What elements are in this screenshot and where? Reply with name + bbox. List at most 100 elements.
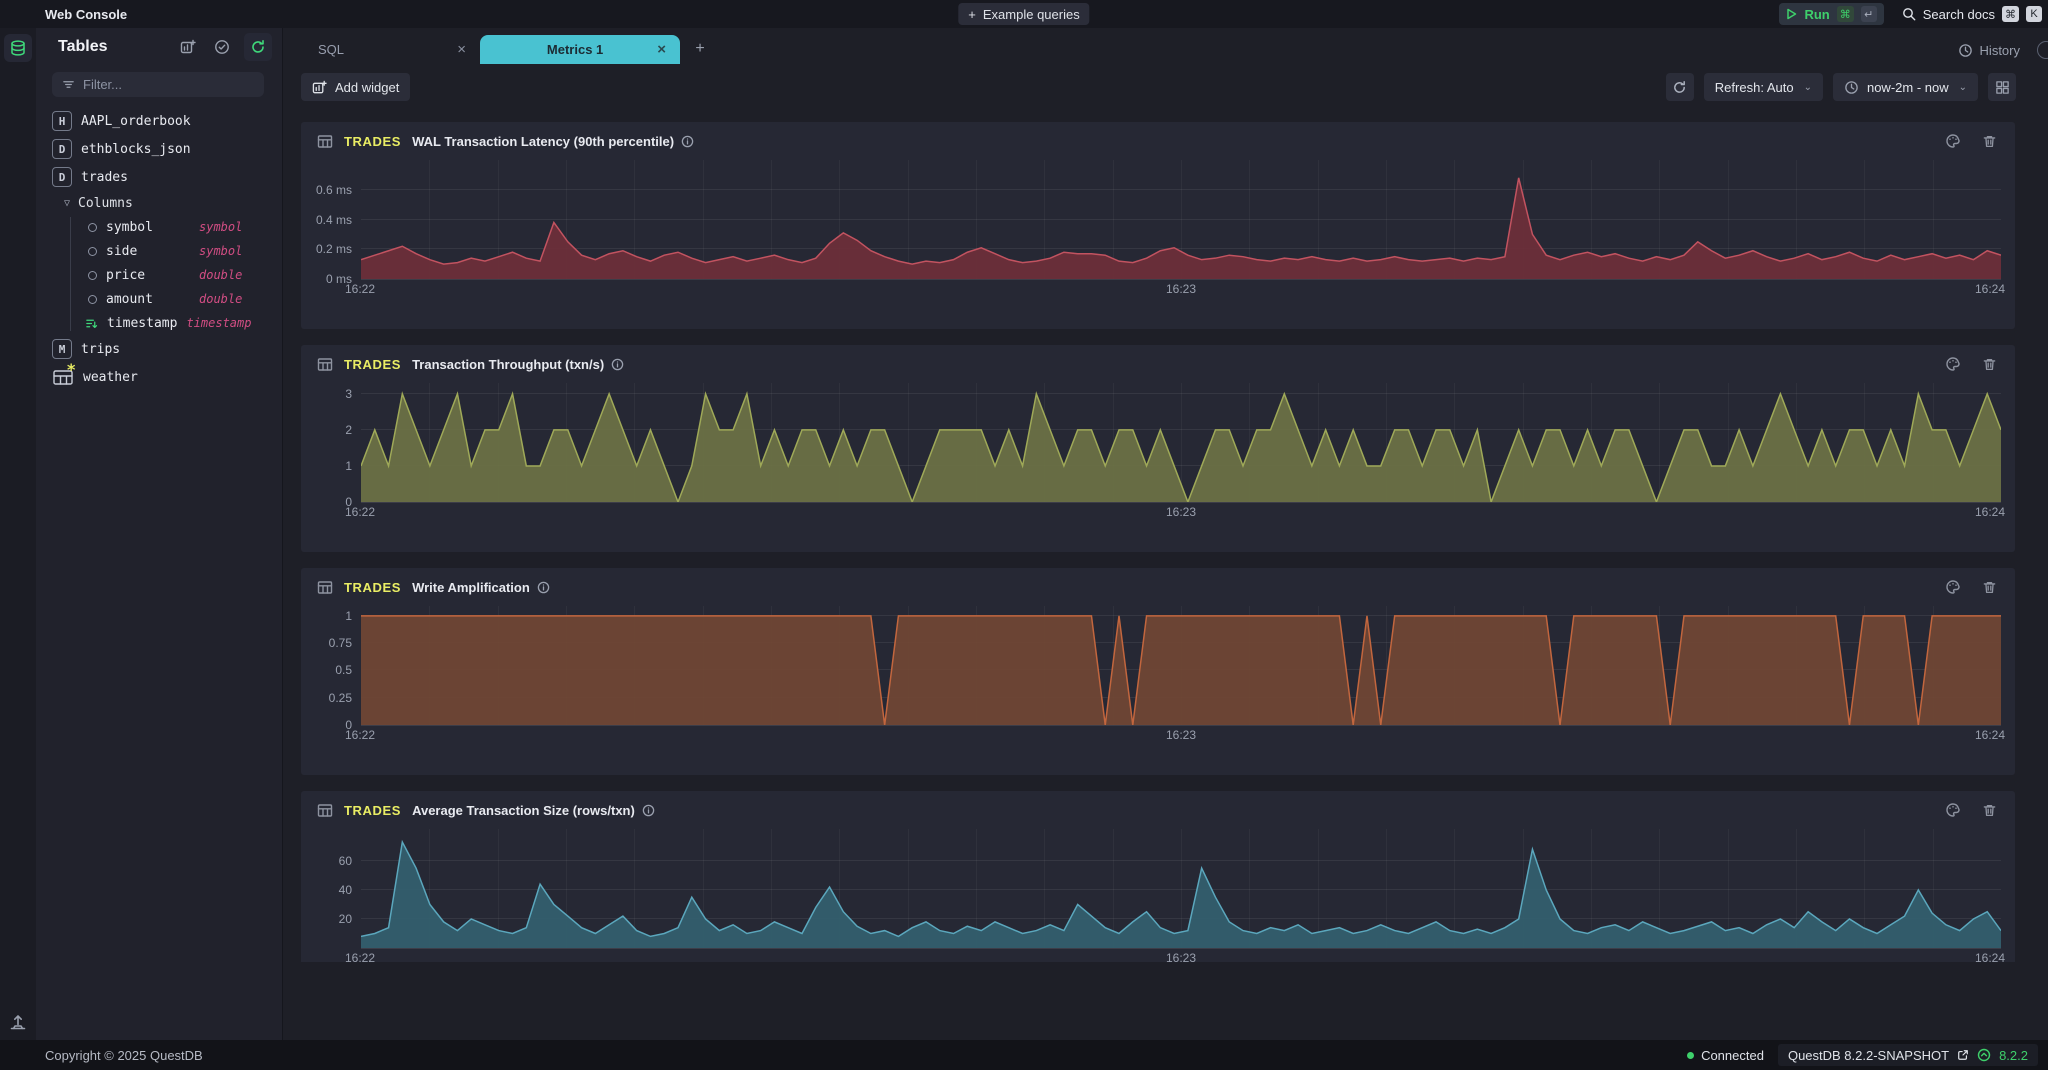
- table-name: ethblocks_json: [81, 141, 191, 157]
- column-row-price[interactable]: price double: [36, 263, 282, 287]
- new-tab-button[interactable]: +: [695, 40, 705, 57]
- chart-x-labels: 16:22 16:23 16:24: [345, 505, 2005, 521]
- add-metrics-icon[interactable]: [176, 35, 200, 59]
- chart-plot[interactable]: 0 0.25 0.5 0.75 1: [329, 606, 2001, 732]
- tables-heading: Tables: [58, 38, 108, 55]
- y-tick-label: 3: [345, 386, 352, 401]
- delete-widget-icon[interactable]: [1979, 131, 1999, 151]
- database-icon[interactable]: [4, 34, 32, 62]
- time-range-dropdown[interactable]: now-2m - now ⌄: [1832, 73, 1978, 101]
- connection-status: Connected: [1687, 1048, 1764, 1063]
- columns-toggle[interactable]: ▽ Columns: [36, 191, 282, 215]
- delete-widget-icon[interactable]: [1979, 577, 1999, 597]
- area-chart: [361, 606, 2001, 725]
- layout-grid-button[interactable]: [1988, 73, 2016, 101]
- column-type: symbol: [199, 244, 243, 258]
- run-button[interactable]: Run ⌘ ↵: [1779, 3, 1884, 25]
- table-grid-icon: [317, 803, 333, 818]
- delete-widget-icon[interactable]: [1979, 800, 1999, 820]
- filter-input[interactable]: [83, 77, 254, 92]
- x-tick-label: 16:23: [1165, 505, 1197, 519]
- external-link-icon: [1957, 1049, 1969, 1061]
- y-tick-label: 0.4 ms: [315, 212, 352, 227]
- y-tick-label: 0.6 ms: [315, 182, 352, 197]
- column-name: price: [106, 267, 146, 283]
- plus-icon: +: [968, 6, 976, 22]
- column-name: amount: [106, 291, 153, 307]
- y-tick-label: 0.5: [335, 663, 352, 678]
- tab-metrics-1[interactable]: Metrics 1 ×: [480, 35, 680, 64]
- k-key-icon: K: [2026, 6, 2042, 22]
- x-tick-label: 16:23: [1165, 282, 1197, 296]
- y-tick-label: 0: [345, 718, 352, 732]
- y-tick-label: 20: [338, 911, 352, 926]
- delete-widget-icon[interactable]: [1979, 354, 1999, 374]
- column-type: double: [199, 292, 243, 306]
- y-tick-label: 2: [345, 422, 352, 437]
- info-icon[interactable]: [681, 135, 694, 148]
- version-tag: 8.2.2: [1999, 1047, 2028, 1063]
- time-range-label: now-2m - now: [1866, 79, 1949, 95]
- history-clock-icon: [1958, 43, 1973, 58]
- table-row-aapl-orderbook[interactable]: H AAPL_orderbook: [36, 107, 282, 135]
- metric-widget: TRADES WAL Transaction Latency (90th per…: [301, 122, 2015, 329]
- color-palette-icon[interactable]: [1943, 577, 1963, 597]
- check-circle-icon[interactable]: [210, 35, 234, 59]
- enter-key-icon: ↵: [1860, 6, 1877, 22]
- area-chart: [361, 160, 2001, 279]
- history-button[interactable]: History: [1958, 43, 2020, 58]
- chart-plot[interactable]: 20 40 60: [339, 829, 2001, 949]
- table-grid-icon: [317, 580, 333, 595]
- widget-title: Write Amplification: [412, 579, 530, 595]
- column-row-side[interactable]: side symbol: [36, 239, 282, 263]
- command-key-icon: ⌘: [1836, 6, 1854, 22]
- chart-plot[interactable]: 0 ms 0.2 ms 0.4 ms 0.6 ms: [316, 160, 2001, 286]
- tab-sql[interactable]: SQL ×: [303, 35, 480, 64]
- x-tick-label: 16:22: [345, 728, 376, 742]
- table-row-ethblocks-json[interactable]: D ethblocks_json: [36, 135, 282, 163]
- table-row-weather[interactable]: * weather: [36, 360, 282, 391]
- info-icon[interactable]: [537, 581, 550, 594]
- column-row-symbol[interactable]: symbol symbol: [36, 215, 282, 239]
- column-row-amount[interactable]: amount double: [36, 287, 282, 311]
- chart-plot[interactable]: 0 1 2 3: [345, 383, 2001, 509]
- y-tick-label: 40: [338, 882, 352, 897]
- refresh-mode-dropdown[interactable]: Refresh: Auto ⌄: [1703, 73, 1823, 101]
- upload-csv-icon[interactable]: [8, 1012, 28, 1032]
- refresh-charts-button[interactable]: [1665, 73, 1694, 101]
- example-queries-button[interactable]: + Example queries: [958, 3, 1090, 25]
- metric-widget: TRADES Average Transaction Size (rows/tx…: [301, 791, 2015, 962]
- add-widget-button[interactable]: Add widget: [301, 73, 411, 101]
- info-icon[interactable]: [642, 804, 655, 817]
- table-row-trips[interactable]: M trips: [36, 335, 282, 363]
- refresh-tables-icon[interactable]: [244, 33, 272, 61]
- column-type: timestamp: [186, 316, 252, 330]
- table-type-badge: M: [52, 339, 72, 359]
- version-link[interactable]: QuestDB 8.2.2-SNAPSHOT 8.2.2: [1777, 1044, 2038, 1066]
- search-docs-button[interactable]: Search docs ⌘ K: [1902, 6, 2042, 22]
- close-icon[interactable]: ×: [457, 41, 466, 58]
- area-chart: [361, 829, 2001, 948]
- connected-label: Connected: [1701, 1047, 1764, 1063]
- column-type-icon: [88, 270, 97, 280]
- close-icon[interactable]: ×: [657, 41, 666, 58]
- info-icon[interactable]: [611, 358, 624, 371]
- color-palette-icon[interactable]: [1943, 354, 1963, 374]
- user-icon[interactable]: [2037, 41, 2048, 59]
- tab-metrics-label: Metrics 1: [546, 42, 604, 57]
- charts-area: TRADES WAL Transaction Latency (90th per…: [284, 110, 2048, 962]
- table-name: AAPL_orderbook: [81, 113, 191, 129]
- table-row-trades[interactable]: D trades: [36, 163, 282, 191]
- color-palette-icon[interactable]: [1943, 131, 1963, 151]
- column-row-timestamp[interactable]: timestamp timestamp: [36, 311, 282, 335]
- chevron-down-icon: ⌄: [1803, 81, 1812, 93]
- widget-header: TRADES WAL Transaction Latency (90th per…: [301, 122, 2015, 160]
- designated-timestamp-icon: [85, 317, 98, 330]
- x-tick-label: 16:24: [1974, 282, 2005, 296]
- color-palette-icon[interactable]: [1943, 800, 1963, 820]
- x-tick-label: 16:22: [345, 505, 376, 519]
- play-icon: [1786, 8, 1797, 20]
- column-type: symbol: [199, 220, 243, 234]
- x-tick-label: 16:22: [345, 951, 376, 962]
